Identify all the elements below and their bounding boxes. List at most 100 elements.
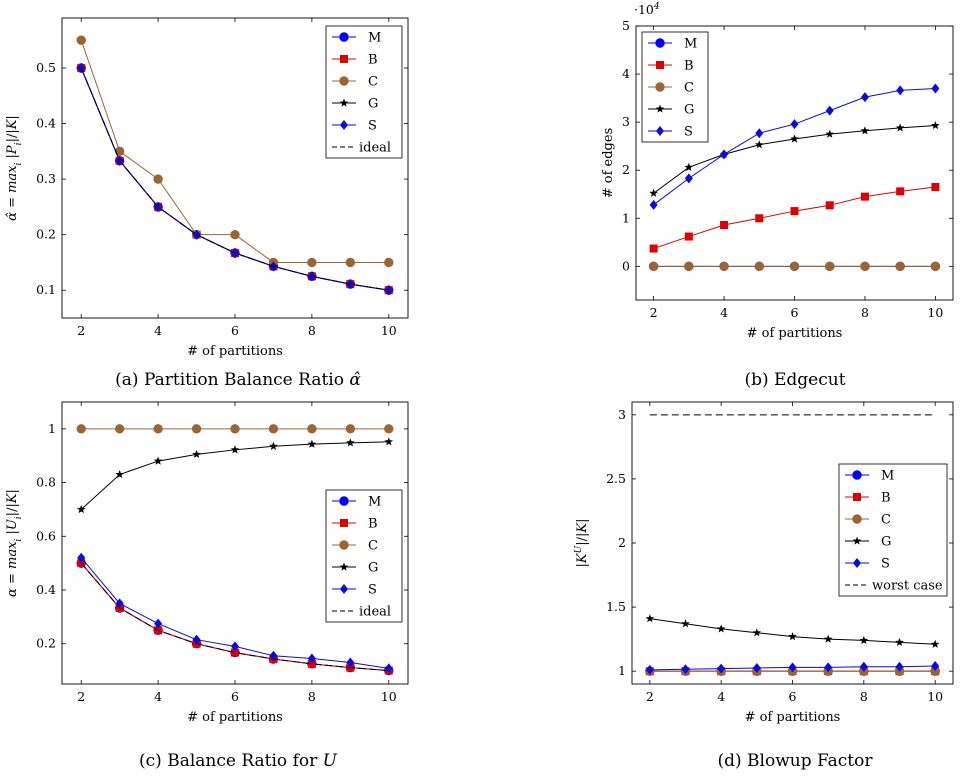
y-tick-label: 0.6: [36, 528, 56, 543]
data-point: [895, 261, 905, 272]
legend-label: B: [368, 53, 378, 68]
x-tick-label: 10: [381, 323, 397, 338]
legend-label: S: [684, 125, 693, 140]
legend-label: G: [368, 97, 378, 112]
series-S: [649, 83, 940, 210]
legend-label: B: [881, 491, 891, 506]
data-point: [755, 128, 764, 139]
legend-marker: [340, 55, 348, 63]
series-line: [649, 618, 936, 645]
y-tick-label: 1: [48, 421, 56, 436]
legend-label: ideal: [359, 605, 391, 620]
data-point: [860, 261, 870, 272]
series-C: [76, 35, 394, 268]
y-tick-label: 4: [622, 66, 630, 81]
data-point: [192, 449, 201, 459]
legend-marker: [339, 76, 349, 86]
data-point: [384, 257, 394, 268]
y-tick-label: 0.5: [36, 60, 56, 75]
data-point: [719, 261, 729, 272]
legend-marker: [655, 82, 665, 92]
data-point: [384, 437, 394, 446]
data-point: [720, 221, 729, 230]
legend-marker: [656, 61, 664, 69]
legend-label: C: [368, 75, 378, 90]
legend-marker: [339, 540, 349, 550]
data-point: [346, 438, 355, 447]
x-tick-label: 6: [789, 689, 797, 704]
chart-d: 2 4 6 8 10 1 1.5 2 2.5 3 # of partitions |KU|/|K| MB…: [574, 401, 954, 771]
data-point: [790, 207, 799, 216]
series-S: [645, 661, 940, 675]
data-point: [825, 129, 834, 138]
y-tick-label: 0.4: [36, 582, 56, 597]
data-point: [307, 424, 317, 434]
chart-b: 2 4 6 8 10 0 1 2 3 4 5 ·104 # of partitions # of edge…: [601, 2, 954, 390]
y-axis-label: α = maxi |Ui|/|K|: [5, 489, 24, 597]
data-point: [752, 628, 762, 637]
series-G: [645, 614, 940, 648]
legend-label: G: [881, 535, 891, 550]
data-point: [76, 504, 86, 514]
data-point: [895, 123, 905, 132]
y-tick-label: 1: [622, 210, 630, 225]
data-point: [895, 637, 904, 646]
caption: (a) Partition Balance Ratio α̂: [115, 370, 361, 390]
legend-marker: [853, 558, 861, 568]
legend-marker: [340, 519, 348, 527]
y-tick-label: 2.5: [606, 471, 626, 486]
x-tick-label: 10: [927, 689, 943, 704]
data-point: [717, 663, 726, 674]
x-tick-label: 8: [308, 689, 316, 704]
x-axis-label: # of partitions: [747, 326, 843, 341]
series-line: [653, 186, 936, 250]
data-point: [824, 662, 833, 673]
y-tick-label: 5: [622, 18, 630, 33]
series-C: [648, 261, 941, 272]
y-exponent-label: ·104: [634, 2, 660, 17]
x-tick-label: 10: [381, 689, 397, 704]
y-tick-label: 0.3: [36, 171, 56, 186]
series-S: [77, 552, 393, 674]
data-point: [716, 624, 726, 633]
x-tick-label: 4: [720, 305, 728, 320]
data-point: [649, 199, 658, 210]
legend-marker: [339, 496, 349, 506]
data-point: [191, 424, 202, 434]
data-point: [684, 261, 694, 272]
data-point: [76, 424, 86, 434]
data-point: [345, 257, 356, 268]
y-tick-label: 0.8: [36, 475, 56, 490]
data-point: [649, 188, 658, 197]
y-tick-label: 3: [622, 114, 630, 129]
x-axis-label: # of partitions: [187, 710, 283, 725]
data-point: [76, 35, 86, 45]
x-tick-label: 2: [646, 689, 654, 704]
data-point: [231, 648, 239, 657]
data-point: [230, 424, 240, 434]
data-point: [346, 657, 355, 668]
x-tick-label: 2: [77, 689, 85, 704]
series-line: [80, 67, 389, 291]
x-tick-label: 8: [861, 305, 869, 320]
legend-label: S: [368, 119, 377, 134]
data-point: [154, 618, 163, 629]
y-tick-label: 1: [618, 663, 626, 678]
legend-label: S: [368, 583, 377, 598]
data-point: [720, 149, 729, 160]
data-point: [825, 105, 834, 116]
legend-label: C: [881, 513, 891, 528]
data-point: [648, 261, 659, 272]
legend-label: M: [368, 31, 381, 46]
legend-marker: [339, 562, 349, 571]
x-tick-label: 10: [927, 305, 943, 320]
data-point: [115, 470, 124, 479]
x-tick-label: 4: [154, 323, 162, 338]
data-point: [755, 214, 764, 223]
legend-marker: [852, 536, 862, 545]
y-tick-label: 2: [622, 162, 630, 177]
data-point: [860, 92, 869, 103]
